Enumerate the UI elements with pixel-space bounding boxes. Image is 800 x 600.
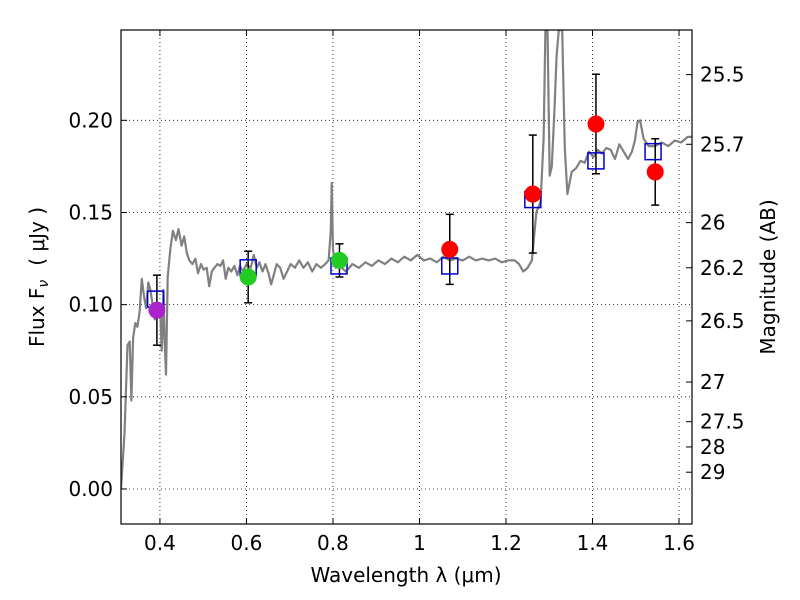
y-axis-label-subscript: ν [36, 280, 52, 288]
y-tick-label: 0.20 [68, 108, 113, 132]
x-tick-label: 1.2 [490, 531, 522, 555]
y2-tick-label: 26 [700, 211, 725, 235]
x-axis-ticks: 0.4 0.6 0.8 1 1.2 1.4 1.6 [144, 30, 695, 555]
y-tick-label: 0.05 [68, 385, 113, 409]
y-tick-label: 0.00 [68, 477, 113, 501]
y2-tick-label: 26.5 [700, 309, 745, 333]
observed-point-marker [587, 115, 605, 133]
y2-tick-label: 28 [700, 435, 725, 459]
y2-tick-label: 25.5 [700, 63, 745, 87]
x-tick-label: 1 [413, 531, 426, 555]
observed-point-marker [148, 301, 166, 319]
x-axis-label: Wavelength λ (μm) [310, 563, 501, 587]
y-tick-label: 0.15 [68, 200, 113, 224]
y2-tick-label: 26.2 [700, 256, 745, 280]
observed-point-marker [239, 268, 257, 286]
y2-axis-label: Magnitude (AB) [756, 199, 780, 354]
spectrum-series [121, 30, 692, 490]
y2-tick-label: 29 [700, 460, 725, 484]
plot-frame [120, 29, 693, 525]
observed-point-marker [646, 163, 664, 181]
model-point-marker [644, 142, 662, 161]
y2-tick-label: 27 [700, 370, 725, 394]
model-point-marker [441, 257, 459, 275]
x-tick-label: 1.4 [577, 531, 609, 555]
observed-point-marker [330, 251, 348, 269]
y2-tick-label: 27.5 [700, 410, 745, 434]
y-axis-label-unit: ( μJy ) [25, 207, 49, 266]
y-axis-label: Flux Fν ( μJy ) [25, 207, 52, 347]
y-axis-label-main: Flux F [25, 288, 49, 347]
y-axis-ticks: 0.00 0.05 0.10 0.15 0.20 [68, 108, 127, 501]
observed-point-marker [524, 185, 542, 203]
spectrum-line [121, 30, 692, 490]
model-point-marker [587, 152, 605, 170]
x-tick-label: 0.6 [231, 531, 263, 555]
observed-points-series [148, 115, 664, 319]
y2-tick-label: 25.7 [700, 132, 745, 156]
x-tick-label: 0.8 [317, 531, 349, 555]
observed-point-marker [441, 240, 459, 258]
x-tick-label: 0.4 [144, 531, 176, 555]
y-tick-label: 0.10 [68, 293, 113, 317]
x-tick-label: 1.6 [663, 531, 695, 555]
